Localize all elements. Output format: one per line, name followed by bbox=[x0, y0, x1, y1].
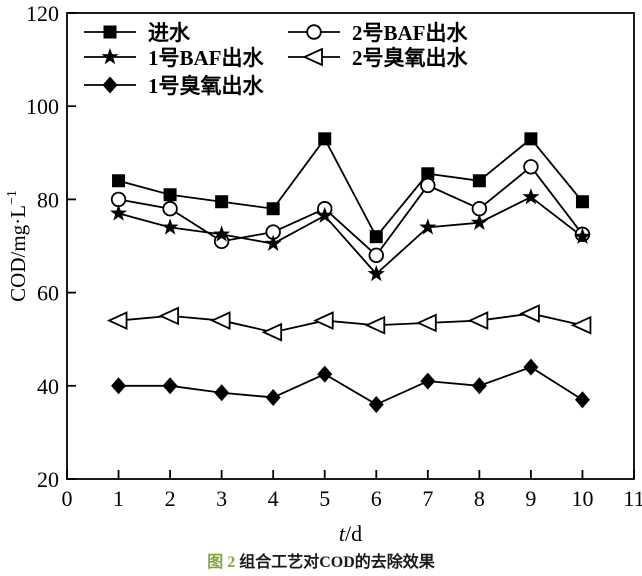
caption-label: 图 2 bbox=[207, 554, 236, 571]
x-tick-label: 4 bbox=[268, 486, 279, 511]
marker-square bbox=[524, 132, 538, 146]
marker-triangle-left bbox=[416, 313, 437, 333]
x-tick-label: 0 bbox=[62, 486, 73, 511]
marker-star bbox=[316, 206, 334, 223]
x-tick-label: 7 bbox=[422, 486, 433, 511]
marker-triangle-left bbox=[467, 311, 489, 330]
marker-diamond bbox=[111, 377, 127, 395]
marker-star bbox=[522, 188, 540, 205]
marker-diamond bbox=[420, 372, 436, 390]
legend-label: 进水 bbox=[148, 21, 191, 45]
legend-label: 1号BAF出水 bbox=[148, 46, 264, 70]
series-line-3 bbox=[118, 165, 584, 257]
marker-square bbox=[575, 195, 589, 209]
marker-triangle-left bbox=[158, 306, 179, 326]
marker-star bbox=[470, 213, 488, 230]
marker-circle bbox=[420, 177, 436, 194]
marker-star bbox=[573, 227, 592, 244]
series-line-0 bbox=[118, 137, 584, 239]
x-tick-label: 3 bbox=[216, 486, 227, 511]
marker-triangle-left bbox=[106, 311, 128, 330]
series-line-2 bbox=[118, 366, 583, 406]
legend-label: 2号臭氧出水 bbox=[352, 46, 468, 70]
marker-star bbox=[101, 48, 119, 65]
marker-star bbox=[367, 264, 385, 282]
marker-diamond bbox=[265, 388, 281, 406]
marker-star bbox=[419, 218, 437, 235]
marker-diamond bbox=[102, 76, 118, 94]
x-tick-label: 9 bbox=[525, 486, 536, 511]
marker-triangle-left bbox=[364, 315, 386, 335]
y-tick-label: 20 bbox=[37, 467, 59, 492]
marker-triangle-left bbox=[519, 304, 540, 323]
x-tick-label: 1 bbox=[113, 486, 124, 511]
legend-label: 2号BAF出水 bbox=[352, 21, 468, 45]
marker-square bbox=[103, 25, 117, 39]
marker-triangle-left bbox=[209, 311, 231, 330]
x-tick-label: 11 bbox=[623, 486, 642, 511]
marker-diamond bbox=[368, 395, 384, 413]
cod-line-chart: 0 1 2 3 4 5 6 7 8 9 10 11 20 40 60 80 100 120 COD/mg·L−1 t/… bbox=[5, 1, 642, 546]
y-axis-title: COD/mg·L−1 bbox=[5, 190, 30, 302]
y-tick-label: 100 bbox=[26, 94, 59, 119]
marker-triangle-left bbox=[302, 47, 323, 67]
marker-star bbox=[264, 234, 282, 251]
series-line-4 bbox=[118, 312, 583, 334]
series-line-1 bbox=[118, 196, 584, 276]
marker-star bbox=[161, 218, 179, 235]
marker-circle bbox=[523, 159, 539, 175]
marker-square bbox=[215, 195, 229, 209]
marker-circle bbox=[162, 201, 178, 217]
marker-star bbox=[109, 204, 128, 221]
marker-diamond bbox=[162, 377, 178, 395]
marker-diamond bbox=[523, 358, 539, 376]
marker-square bbox=[163, 188, 177, 202]
marker-star bbox=[213, 225, 231, 242]
legend-label: 1号臭氧出水 bbox=[148, 74, 264, 98]
x-tick-label: 10 bbox=[571, 486, 593, 511]
marker-triangle-left bbox=[313, 311, 334, 330]
marker-diamond bbox=[574, 391, 590, 409]
marker-square bbox=[318, 132, 332, 146]
marker-square bbox=[266, 202, 280, 216]
marker-square bbox=[369, 230, 383, 244]
marker-square bbox=[112, 174, 126, 188]
marker-circle bbox=[471, 201, 488, 217]
x-tick-label: 5 bbox=[319, 486, 330, 511]
x-tick-label: 6 bbox=[371, 486, 382, 511]
marker-diamond bbox=[214, 384, 230, 402]
x-tick-label: 8 bbox=[474, 486, 485, 511]
marker-square bbox=[472, 174, 486, 188]
marker-diamond bbox=[471, 377, 487, 395]
y-tick-label: 120 bbox=[26, 1, 59, 26]
x-axis-title: t/d bbox=[339, 521, 362, 546]
marker-triangle-left bbox=[570, 315, 592, 335]
marker-circle bbox=[368, 247, 384, 264]
caption-title: 组合工艺对COD的去除效果 bbox=[239, 554, 435, 571]
x-tick-label: 2 bbox=[165, 486, 176, 511]
plot-border bbox=[66, 12, 635, 480]
marker-diamond bbox=[317, 365, 333, 383]
y-tick-label: 60 bbox=[37, 281, 59, 306]
y-tick-label: 40 bbox=[37, 374, 59, 399]
figure-caption: 图 2 组合工艺对COD的去除效果 bbox=[0, 548, 642, 572]
marker-circle bbox=[306, 24, 322, 40]
marker-triangle-left bbox=[261, 322, 283, 342]
marker-square bbox=[421, 167, 435, 181]
y-tick-label: 80 bbox=[37, 187, 59, 212]
marker-circle bbox=[110, 191, 127, 208]
